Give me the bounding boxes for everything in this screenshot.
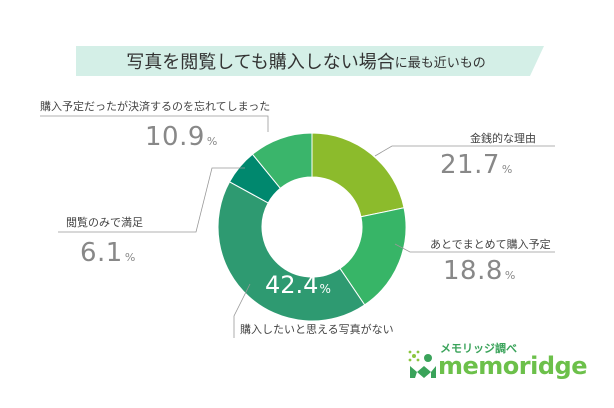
memoridge-logo: メモリッジ調べ memoridge	[404, 340, 587, 384]
leader-line-wasure	[40, 115, 269, 132]
leader-line-kounyu	[233, 283, 251, 338]
value-atode: 18.8%	[443, 256, 516, 286]
value-wasure-num: 10.9	[145, 122, 205, 152]
value-kinsen: 21.7%	[440, 150, 513, 180]
slice-wasure	[251, 132, 313, 190]
title-suffix: に最も近いもの	[394, 55, 486, 71]
logo-top-text: メモリッジ調べ	[440, 342, 517, 355]
label-kinsen: 金銭的な理由	[470, 132, 536, 145]
title-main: 写真を閲覧しても購入しない場合	[126, 52, 395, 73]
value-etsuran-unit: %	[124, 251, 136, 264]
leader-line-kinsen	[374, 145, 555, 157]
label-wasure: 購入予定だったが決済するのを忘れてしまった	[40, 100, 271, 113]
value-atode-unit: %	[504, 269, 516, 282]
value-atode-num: 18.8	[443, 256, 503, 286]
value-kounyu-num: 42.4	[265, 271, 319, 299]
value-kinsen-unit: %	[501, 163, 513, 176]
label-kounyu: 購入したいと思える写真がない	[240, 323, 394, 336]
value-kinsen-num: 21.7	[440, 150, 500, 180]
value-wasure-unit: %	[206, 135, 218, 148]
value-kounyu-unit: %	[319, 282, 331, 296]
value-etsuran: 6.1%	[80, 238, 136, 268]
value-kounyu: 42.4%	[265, 271, 331, 299]
title-band	[76, 46, 544, 76]
slice-kounyu	[217, 181, 366, 322]
chart-title: 写真を閲覧しても購入しない場合 に最も近いもの	[76, 46, 536, 76]
memoridge-logo-mark-icon	[408, 350, 436, 378]
leader-line-atode	[394, 243, 555, 253]
slice-kinsen	[311, 132, 405, 218]
leader-line-etsuran	[58, 167, 245, 233]
label-atode: あとでまとめて購入予定	[430, 238, 551, 251]
label-etsuran: 閲覧のみで満足	[66, 216, 143, 229]
value-wasure: 10.9%	[145, 122, 218, 152]
value-etsuran-num: 6.1	[80, 238, 123, 268]
logo-main-text: memoridge	[438, 352, 587, 380]
